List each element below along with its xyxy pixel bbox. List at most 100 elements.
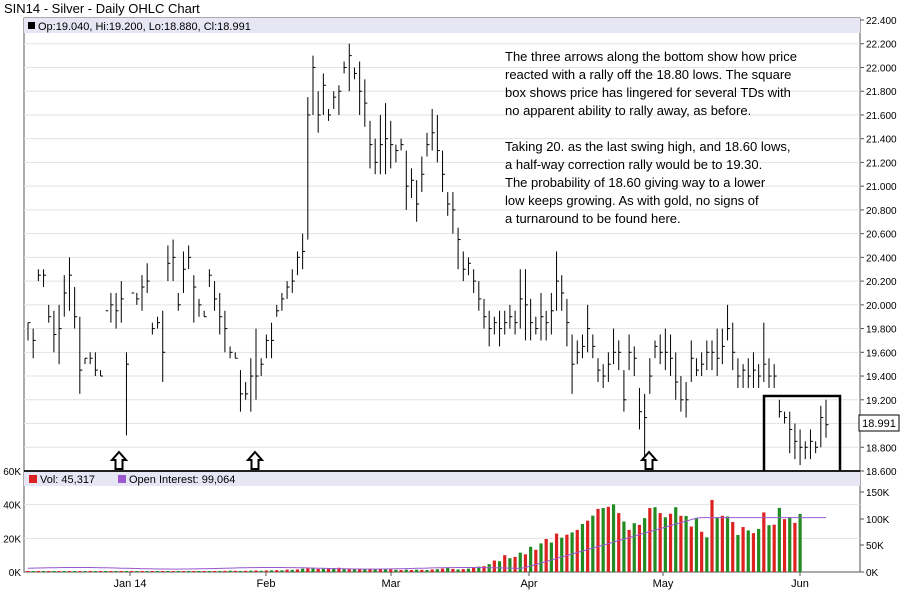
volume-bar: [36, 571, 40, 572]
info-bar: [24, 18, 860, 33]
volume-bar: [751, 533, 756, 572]
annotation-line: The probability of 18.60 giving way to a…: [505, 175, 766, 190]
x-tick-label: Apr: [520, 578, 537, 590]
volume-bar: [715, 517, 719, 572]
volume-bar: [461, 569, 465, 572]
volume-bar: [720, 515, 724, 572]
volume-bar: [627, 529, 631, 572]
volume-bar: [679, 515, 683, 572]
volume-left-tick-label: 20K: [3, 534, 21, 545]
volume-label: Vol: 45,317: [40, 474, 95, 486]
volume-bar: [586, 520, 590, 572]
volume-bar: [492, 560, 496, 572]
volume-info-bar: [24, 472, 860, 486]
volume-bar: [477, 566, 481, 572]
price-tick-label: 19.400: [866, 372, 897, 383]
volume-bar: [591, 515, 595, 572]
volume-bar: [269, 570, 274, 572]
price-tick-label: 21.000: [866, 182, 897, 193]
volume-bar: [332, 567, 336, 572]
volume-bar: [554, 533, 559, 572]
volume-bar: [508, 558, 512, 572]
volume-bar: [472, 567, 476, 572]
volume-bar: [41, 571, 46, 572]
volume-bar: [497, 561, 502, 572]
volume-bar: [798, 513, 802, 572]
price-tick-label: 21.600: [866, 111, 897, 122]
volume-bar: [218, 571, 222, 572]
volume-bar: [700, 531, 704, 572]
volume-bar: [560, 537, 564, 572]
volume-bar: [757, 528, 761, 572]
volume-bar: [394, 569, 398, 572]
oi-legend-swatch: [118, 475, 126, 483]
price-tick-label: 22.200: [866, 40, 897, 51]
volume-bar: [684, 515, 688, 572]
volume-bar: [580, 524, 585, 572]
volume-bar: [57, 571, 61, 572]
volume-bar: [503, 555, 507, 572]
volume-bar: [98, 571, 103, 572]
volume-bar: [689, 526, 693, 572]
up-arrow-icon: [639, 450, 659, 470]
volume-left-tick-label: 0K: [9, 568, 22, 579]
volume-bar: [420, 569, 424, 572]
volume-panel: [23, 470, 861, 573]
volume-bar: [264, 570, 268, 572]
volume-bar: [596, 508, 600, 572]
volume-bar: [544, 539, 548, 572]
volume-bar: [694, 518, 699, 572]
volume-bar: [451, 568, 455, 572]
volume-bar: [207, 571, 211, 572]
volume-bar: [710, 499, 714, 572]
volume-bar: [238, 570, 243, 572]
volume-bar: [197, 571, 201, 572]
open-interest-label: Open Interest: 99,064: [129, 474, 235, 486]
chart-title: SIN14 - Silver - Daily OHLC Chart: [4, 1, 200, 16]
volume-bar: [529, 546, 533, 572]
volume-bar: [166, 571, 170, 572]
price-tick-label: 19.200: [866, 396, 897, 407]
volume-bar: [368, 568, 372, 572]
volume-bar: [31, 571, 35, 572]
x-tick-label: Jan 14: [113, 578, 146, 590]
volume-bar: [150, 571, 154, 572]
price-tick-label: 18.800: [866, 443, 897, 454]
volume-bar: [181, 571, 186, 572]
volume-bar: [782, 519, 787, 572]
oi-right-tick-label: 150K: [866, 488, 890, 499]
volume-bar: [435, 569, 439, 572]
volume-bar: [114, 571, 118, 572]
volume-bar: [306, 568, 310, 572]
price-tick-label: 22.400: [866, 16, 897, 27]
volume-bar: [259, 570, 263, 572]
volume-bar: [254, 570, 258, 572]
annotation-line: Taking 20. as the last swing high, and 1…: [505, 139, 790, 154]
volume-bar: [518, 552, 522, 572]
volume-bar: [47, 571, 51, 572]
x-tick-label: May: [653, 578, 674, 590]
annotation-line: The three arrows along the bottom show h…: [505, 49, 797, 64]
volume-bar: [456, 569, 460, 572]
x-tick-label: Jun: [791, 578, 809, 590]
volume-bar: [311, 567, 315, 572]
price-tick-label: 20.600: [866, 230, 897, 241]
volume-bar: [482, 566, 486, 572]
volume-bar: [130, 571, 134, 572]
volume-bar: [342, 568, 346, 572]
volume-bar: [358, 569, 362, 572]
volume-bar: [155, 571, 160, 572]
volume-bar: [705, 537, 709, 572]
volume-bar: [176, 571, 180, 572]
volume-bar: [617, 513, 621, 572]
open-interest-line: [27, 517, 826, 570]
volume-bar: [88, 571, 92, 572]
volume-bar: [425, 569, 429, 572]
price-tick-label: 19.600: [866, 348, 897, 359]
volume-bar: [78, 571, 82, 572]
volume-bar: [415, 569, 419, 572]
volume-bar: [301, 568, 305, 572]
annotation-line: reacted with a rally off the 18.80 lows.…: [505, 67, 791, 82]
volume-bar: [762, 512, 766, 572]
volume-bar: [611, 504, 616, 572]
